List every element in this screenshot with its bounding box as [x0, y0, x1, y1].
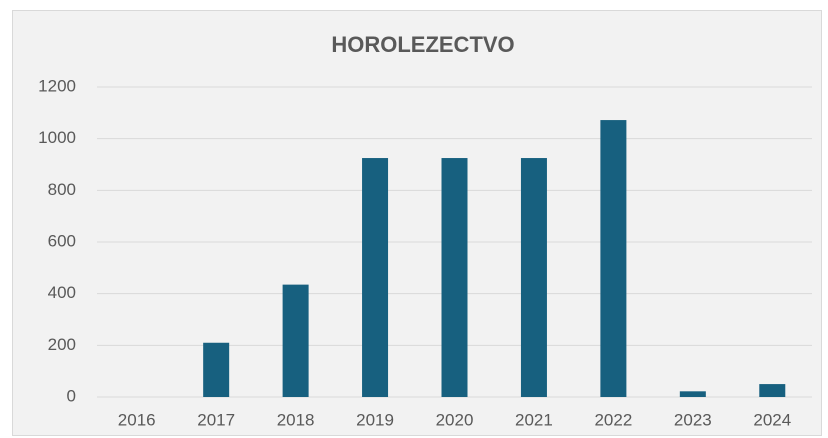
chart-title: HOROLEZECTVO — [331, 32, 514, 57]
bar — [679, 391, 706, 397]
bar — [203, 342, 230, 397]
x-tick-label: 2016 — [118, 410, 156, 429]
chart-background — [12, 10, 822, 436]
x-tick-label: 2021 — [515, 410, 553, 429]
y-tick-label: 1000 — [38, 128, 76, 147]
bar — [441, 158, 468, 397]
bar — [282, 284, 309, 397]
bar — [600, 120, 627, 398]
y-tick-label: 600 — [48, 231, 76, 250]
y-tick-label: 1200 — [38, 76, 76, 95]
x-tick-label: 2023 — [674, 410, 712, 429]
y-tick-label: 400 — [48, 283, 76, 302]
y-tick-label: 0 — [67, 386, 76, 405]
y-tick-label: 200 — [48, 335, 76, 354]
x-tick-label: 2022 — [594, 410, 632, 429]
x-tick-label: 2019 — [356, 410, 394, 429]
x-tick-label: 2017 — [197, 410, 235, 429]
y-tick-label: 800 — [48, 180, 76, 199]
x-tick-label: 2024 — [753, 410, 791, 429]
bar — [362, 158, 389, 397]
x-tick-label: 2020 — [436, 410, 474, 429]
bar — [759, 384, 786, 397]
x-tick-label: 2018 — [277, 410, 315, 429]
bar — [520, 158, 547, 397]
